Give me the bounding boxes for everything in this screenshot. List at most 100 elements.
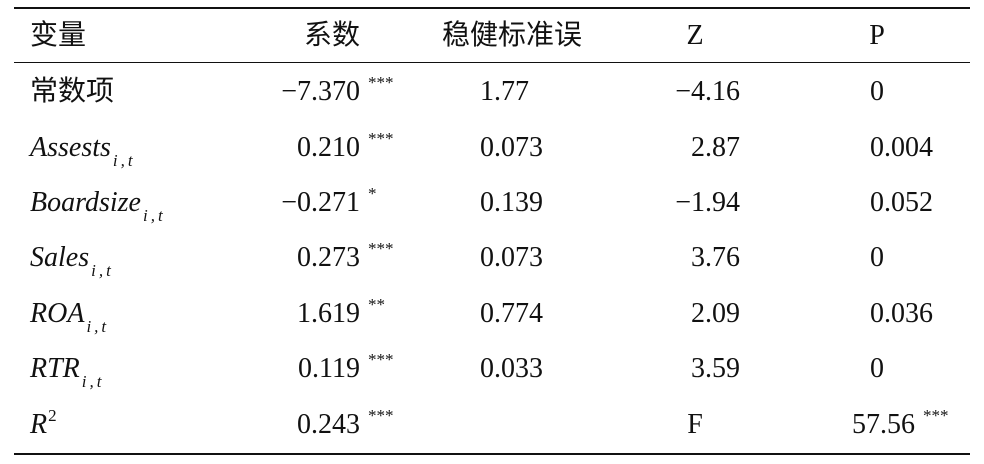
se-cell: 0.073 [480,134,543,162]
variable-name: Assests [30,132,111,163]
se-value: 0.774 [480,298,543,329]
bottom-rule [14,453,970,455]
variable-name: 常数项 [30,76,115,107]
header-text: P [869,20,885,51]
coef-cell: 1.619 [260,300,360,328]
variable-subscript: i,t [142,206,166,225]
variable-cell: R2 [30,407,57,440]
p-cell: 0.004 [870,134,933,162]
z-value: 3.76 [691,242,740,273]
variable-cell: Assests i,t [30,132,136,170]
p-cell: 0.036 [870,300,933,328]
variable-name: ROA [30,298,85,329]
coef-stars: *** [360,407,394,439]
coef-cell: 0.119 [260,355,360,383]
z-value: 3.59 [691,353,740,384]
p-cell: 0 [870,244,884,272]
coef-stars: *** [360,240,394,272]
variable-superscript: 2 [48,406,57,425]
se-value: 0.073 [480,242,543,273]
p-cell: 0 [870,355,884,383]
z-value: F [687,409,703,440]
header-text: 稳健标准误 [441,20,583,51]
variable-name: Boardsize [30,187,141,218]
header-text: 变量 [30,20,87,51]
variable-subscript: i,t [91,261,114,280]
p-value: 0.052 [870,187,933,218]
coef-value: 1.619 [297,298,360,329]
p-cell: 0 [870,78,884,106]
header-cell: 稳健标准误 [442,22,582,50]
coef-cell: −0.271 [260,189,360,217]
variable-name: Sales [30,242,90,273]
se-cell: 0.139 [480,189,543,217]
significance-stars: *** [368,239,394,258]
p-cell: 0.052 [870,189,933,217]
se-cell: 1.77 [480,78,529,106]
header-cell: Z [686,22,703,50]
coef-stars: *** [360,74,394,106]
coef-stars: *** [360,351,394,383]
p-value: 0 [870,242,884,273]
header-cell: 系数 [304,22,360,50]
z-cell: 3.76 [691,244,740,272]
coef-stars: *** [360,130,394,162]
header-text: Z [686,20,704,51]
p-value: 57.56 [852,409,915,440]
se-value: 1.77 [480,76,529,107]
significance-stars: * [368,184,377,203]
se-value: 0.139 [480,187,543,218]
coef-value: 0.119 [298,353,360,384]
significance-stars: *** [923,406,949,425]
p-value: 0 [870,353,884,384]
z-cell: −1.94 [675,189,740,217]
coef-cell: −7.370 [260,78,360,106]
variable-subscript: i,t [86,317,110,336]
p-value: 0.036 [870,298,933,329]
z-cell: F [687,411,703,439]
se-value: 0.033 [480,353,543,384]
header-text: 系数 [303,20,361,51]
coef-cell: 0.243 [260,411,360,439]
z-value: −4.16 [675,76,740,107]
z-cell: −4.16 [675,78,740,106]
se-cell: 0.033 [480,355,543,383]
variable-cell: 常数项 [30,78,114,106]
se-value: 0.073 [480,132,543,163]
variable-subscript: i,t [112,151,136,170]
significance-stars: *** [368,129,394,148]
variable-cell: Boardsize i,t [30,187,166,225]
top-rule [14,7,970,9]
z-cell: 3.59 [691,355,740,383]
coef-stars: ** [360,296,385,328]
header-cell: 变量 [30,22,86,50]
z-value: −1.94 [675,187,740,218]
z-value: 2.09 [691,298,740,329]
significance-stars: *** [368,73,394,92]
variable-cell: Sales i,t [30,242,114,280]
variable-name: R [30,409,48,440]
coef-stars: * [360,185,377,217]
coef-value: −0.271 [281,187,360,218]
coef-value: 0.243 [297,409,360,440]
p-value: 0 [870,76,884,107]
header-rule [14,62,970,63]
coef-value: 0.273 [297,242,360,273]
header-cell: P [869,22,885,50]
significance-stars: *** [368,350,394,369]
significance-stars: *** [368,406,394,425]
se-cell: 0.774 [480,300,543,328]
coef-cell: 0.210 [260,134,360,162]
z-cell: 2.09 [691,300,740,328]
coef-value: 0.210 [297,132,360,163]
significance-stars: ** [368,295,385,314]
variable-name: RTR [30,353,80,384]
variable-cell: RTR i,t [30,353,104,391]
coef-cell: 0.273 [260,244,360,272]
se-cell: 0.073 [480,244,543,272]
z-cell: 2.87 [691,134,740,162]
variable-cell: ROA i,t [30,298,109,336]
p-value: 0.004 [870,132,933,163]
p-cell: 57.56 *** [852,407,949,440]
